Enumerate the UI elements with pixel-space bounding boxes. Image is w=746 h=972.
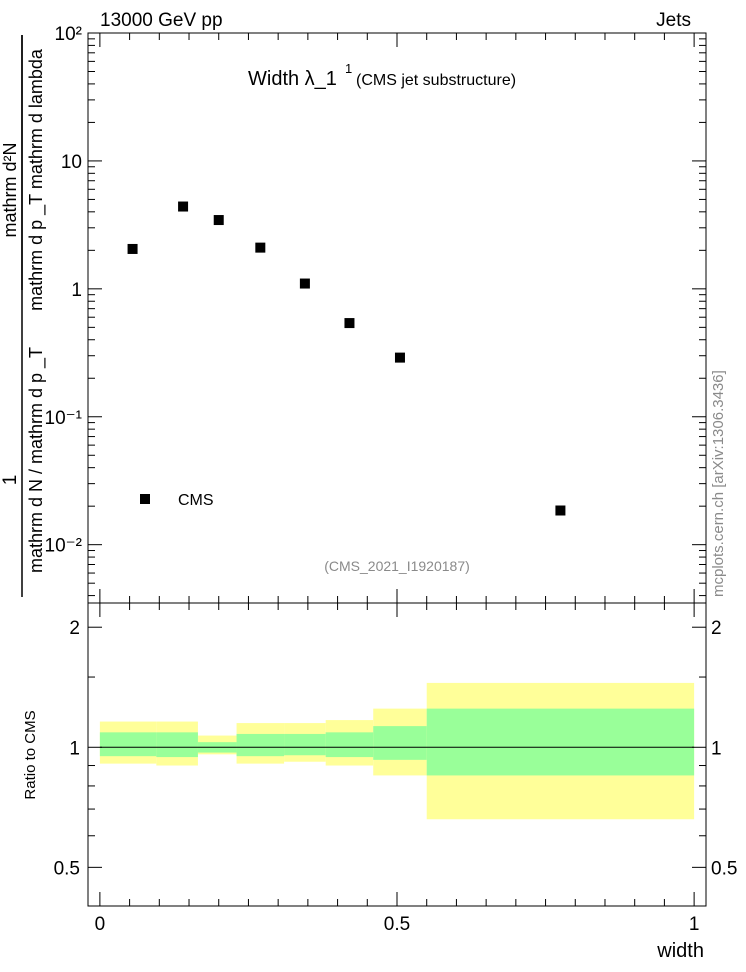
main-y-tick-label: 10⁻²	[45, 536, 83, 557]
plot-title-main: Width λ_1	[248, 68, 337, 90]
ratio-y-label: Ratio to CMS	[22, 710, 39, 799]
ratio-y-tick-label-right: 1	[711, 738, 722, 759]
main-y-tick-label: 1	[71, 280, 82, 301]
ratio-y-tick-label: 2	[69, 618, 80, 639]
x-axis-label: width	[656, 940, 704, 962]
plot-title: Width λ_1 1 (CMS jet substructure)	[248, 61, 516, 90]
ratio-inner-band	[236, 733, 285, 757]
ratio-y-tick-label: 0.5	[54, 858, 80, 879]
data-point	[255, 242, 266, 253]
ratio-inner-band	[426, 708, 695, 776]
header-energy: 13000 GeV pp	[100, 10, 223, 31]
legend: CMS	[140, 492, 214, 509]
header-process: Jets	[656, 10, 691, 31]
ratio-inner-band	[156, 732, 198, 758]
ratio-inner-band	[99, 732, 157, 757]
data-point	[394, 352, 405, 363]
main-x-axis	[99, 33, 695, 603]
y-label-denominator: mathrm d N / mathrm d p _T	[26, 347, 47, 573]
plot-title-sub: (CMS jet substructure)	[356, 72, 516, 89]
ratio-y-axis: 0.5 0.5 1 1 2 2	[54, 618, 738, 879]
ratio-y-tick-label-right: 2	[711, 618, 722, 639]
data-point	[178, 201, 189, 212]
x-tick-label: 1	[689, 914, 700, 935]
ratio-x-axis: 0 0.5 1	[95, 603, 700, 935]
main-y-tick-label: 10⁻¹	[45, 408, 83, 429]
source-watermark: mcplots.cern.ch [arXiv:1306.3436]	[710, 370, 727, 597]
ratio-bands	[99, 682, 695, 820]
main-y-tick-label: 10²	[55, 24, 82, 45]
main-plot-frame	[87, 32, 707, 604]
main-y-axis: 10⁻² 10⁻¹ 1 10 10²	[45, 24, 706, 597]
x-tick-label: 0	[95, 914, 106, 935]
ratio-y-tick-label-right: 0.5	[711, 858, 737, 879]
main-y-tick-label: 10	[61, 152, 82, 173]
legend-label: CMS	[178, 492, 214, 509]
data-point	[299, 278, 310, 289]
data-point	[555, 505, 566, 516]
data-points	[127, 201, 566, 516]
ratio-inner-band	[284, 733, 326, 756]
data-point	[344, 318, 355, 329]
data-point	[213, 215, 224, 226]
y-label-right-denominator: mathrm d p _T mathrm d lambda	[26, 48, 47, 311]
legend-marker	[140, 494, 150, 504]
ratio-inner-band	[325, 732, 374, 758]
plot-title-sup: 1	[345, 61, 352, 76]
main-y-axis-label: 1 mathrm d N / mathrm d p _T mathrm d²N …	[0, 35, 47, 597]
x-tick-label: 0.5	[384, 914, 410, 935]
y-label-right-numerator: mathrm d²N	[0, 142, 20, 237]
ratio-y-tick-label: 1	[69, 738, 80, 759]
y-label-numerator: 1	[0, 475, 21, 486]
data-point	[127, 243, 138, 254]
analysis-tag: (CMS_2021_I1920187)	[324, 558, 470, 574]
ratio-inner-band	[373, 726, 427, 760]
